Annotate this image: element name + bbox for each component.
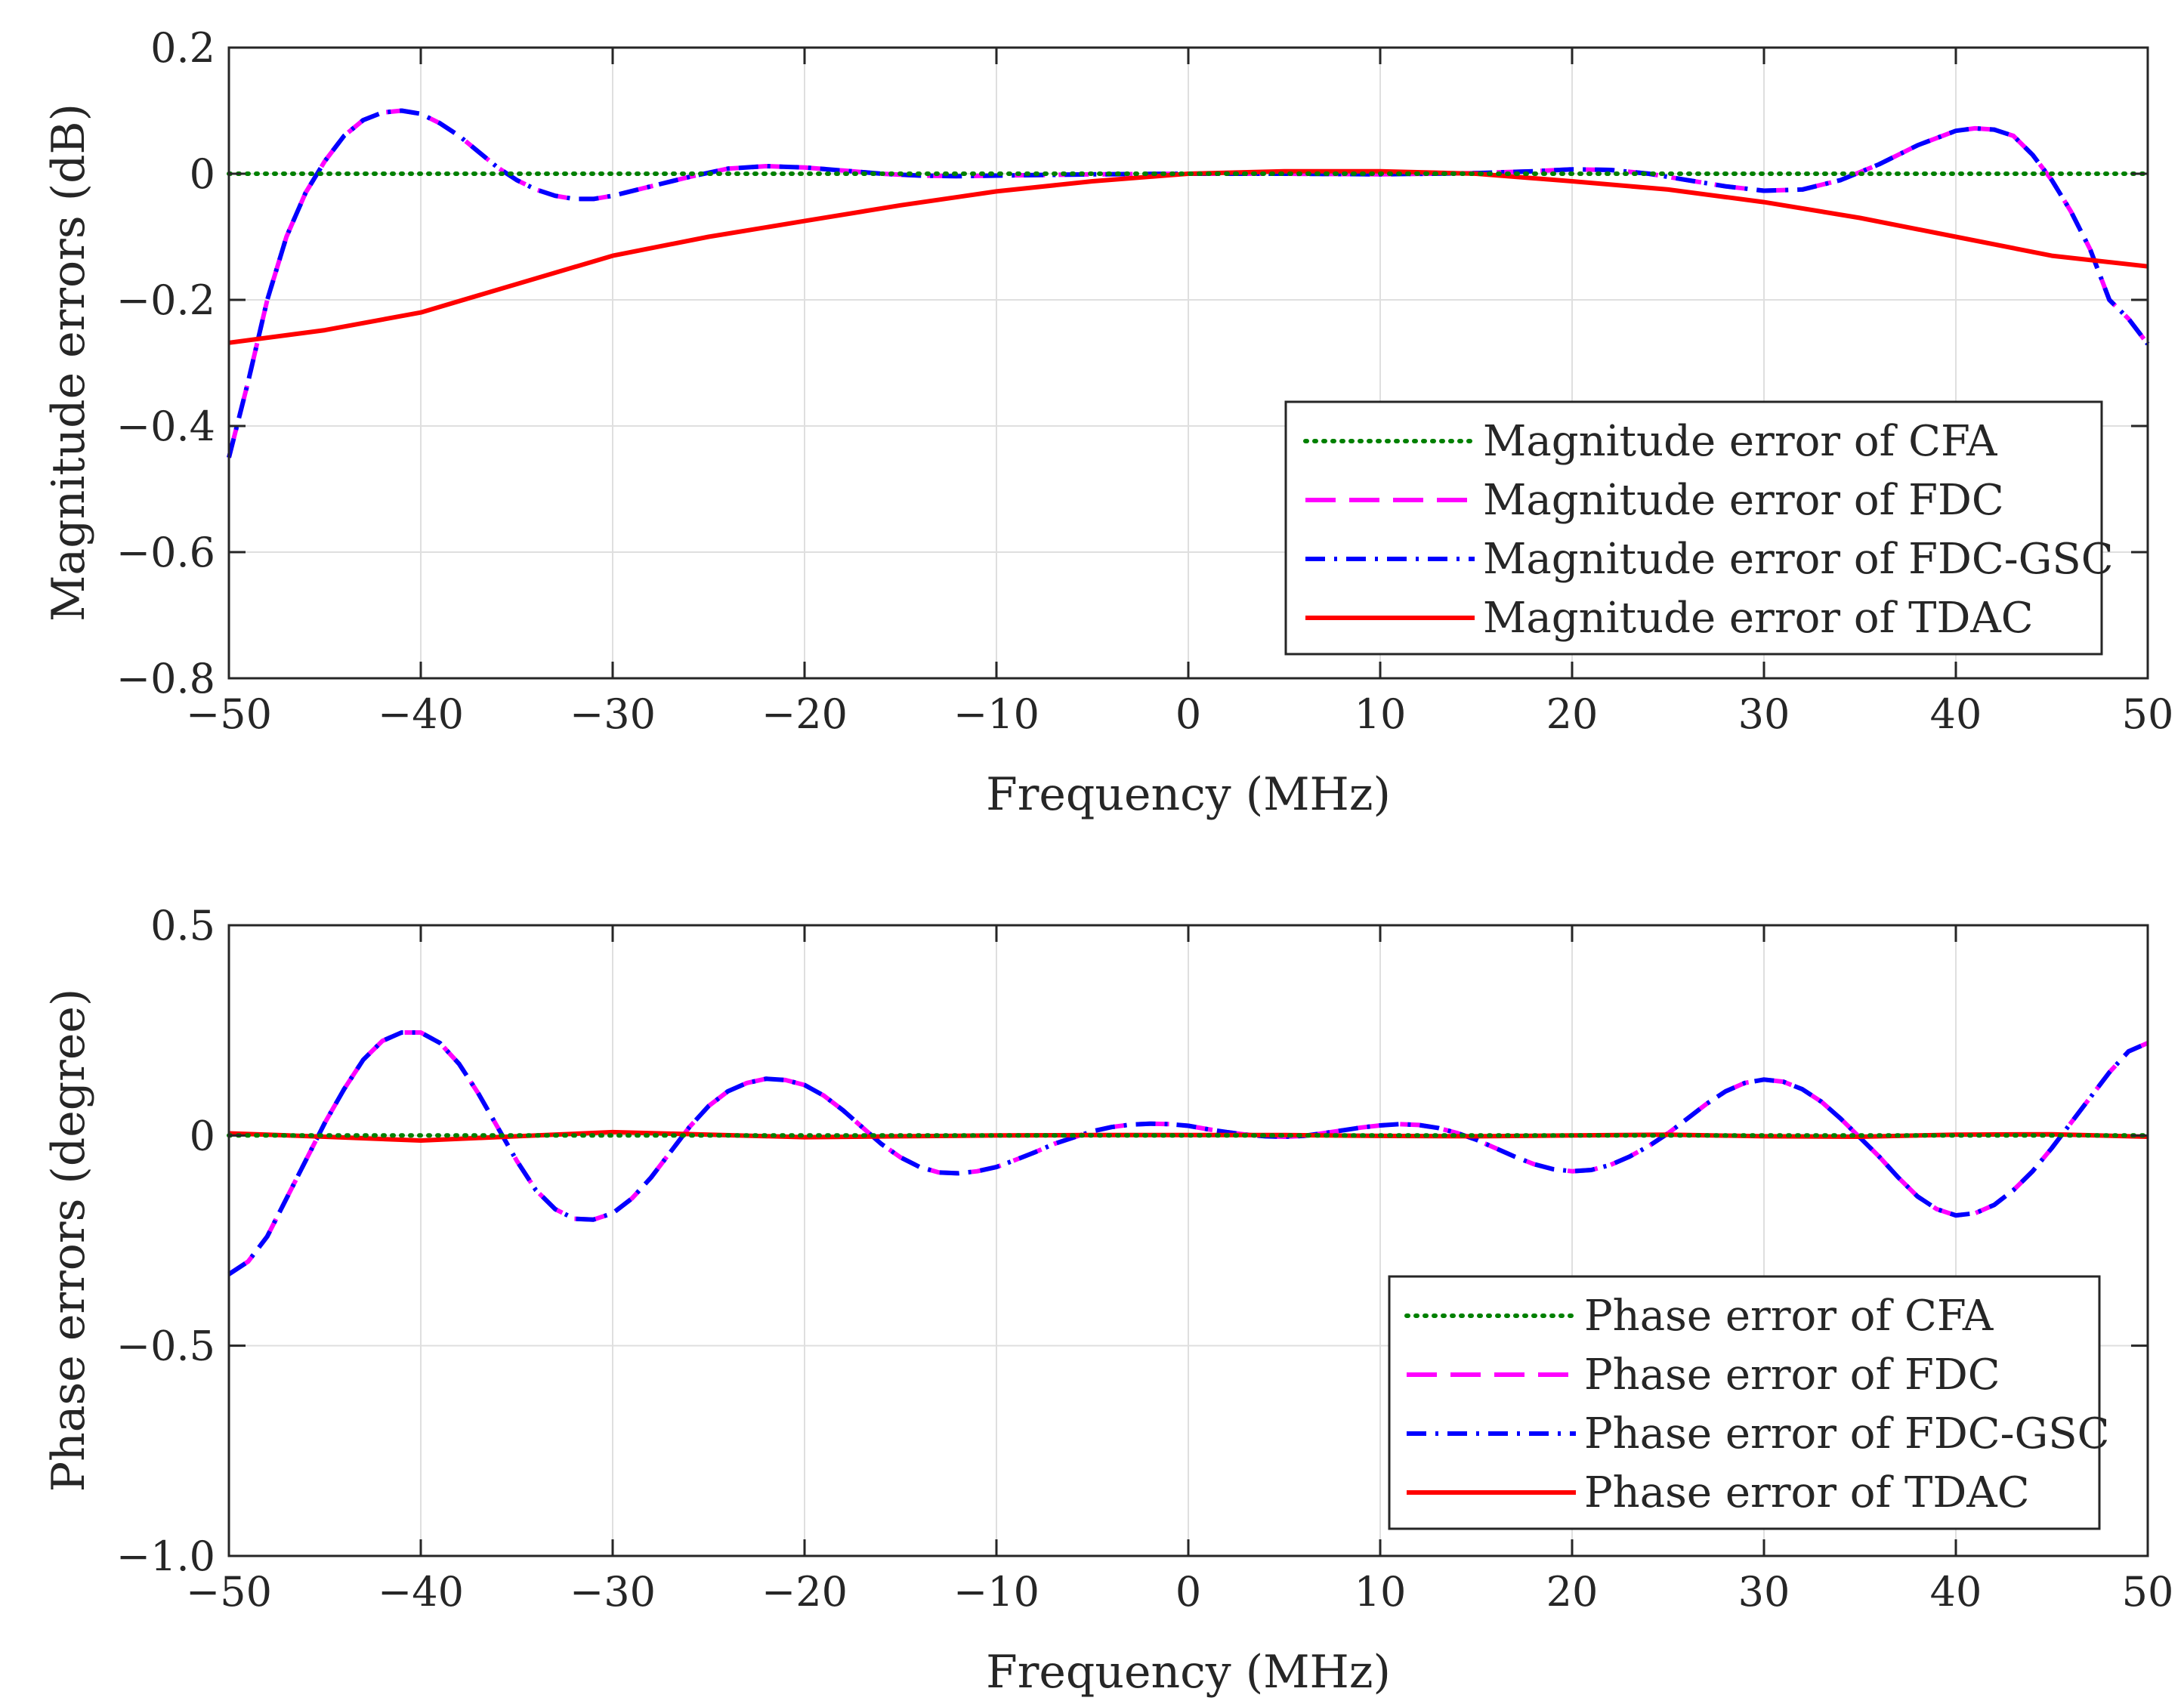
legend: Phase error of CFA Phase error of FDC Ph… (1388, 1275, 2110, 1530)
tick-marks (227, 924, 2149, 1557)
x-tick-label: 10 (1355, 690, 1407, 738)
x-axis-label: Frequency (MHz) (986, 1646, 1391, 1699)
x-tick-label: 0 (1175, 1568, 1201, 1616)
legend-label-cfa: Magnitude error of CFA (1483, 417, 1997, 466)
y-tick-label: −0.8 (116, 655, 215, 702)
legend-label-tdac: Magnitude error of TDAC (1483, 594, 2034, 643)
x-tick-label: 20 (1546, 1568, 1599, 1616)
x-axis-label: Frequency (MHz) (986, 768, 1391, 821)
y-tick-label: 0.5 (150, 902, 215, 949)
legend-box (1388, 1275, 2101, 1530)
x-tick-label: −50 (186, 1568, 272, 1616)
y-axis-label: Magnitude errors (dB) (42, 103, 95, 622)
x-tick-label: 50 (2122, 690, 2174, 738)
x-tick-label: −20 (761, 1568, 848, 1616)
x-tick-label: 50 (2122, 1568, 2174, 1616)
y-tick-labels: 0.2 0 −0.2 −0.4 −0.6 −0.8 (116, 24, 215, 702)
y-axis-label: Phase errors (degree) (42, 989, 95, 1492)
legend-label-fdc-gsc: Magnitude error of FDC-GSC (1483, 535, 2114, 584)
x-tick-label: −40 (378, 690, 464, 738)
series-lines (227, 1030, 2150, 1276)
x-tick-label: 10 (1355, 1568, 1407, 1616)
x-tick-label: −50 (186, 690, 272, 738)
y-tick-label: −0.4 (116, 403, 215, 450)
tick-marks (227, 46, 2149, 680)
y-tick-label: −1.0 (116, 1533, 215, 1580)
legend-label-fdc: Phase error of FDC (1584, 1350, 2000, 1400)
y-tick-label: −0.2 (116, 276, 215, 324)
legend-label-fdc-gsc: Phase error of FDC-GSC (1584, 1409, 2110, 1459)
legend-label-fdc: Magnitude error of FDC (1483, 476, 2004, 525)
series-line-fdc-gsc (227, 108, 2150, 458)
x-tick-label: −30 (570, 690, 656, 738)
legend-label-tdac: Phase error of TDAC (1584, 1468, 2030, 1517)
y-tick-label: 0 (190, 1112, 215, 1159)
x-tick-label: 20 (1546, 690, 1599, 738)
y-tick-label: −0.6 (116, 529, 215, 576)
x-tick-label: 40 (1930, 1568, 1982, 1616)
phase-error-chart: −50 −40 −30 −20 −10 0 10 20 30 40 50 0.50−0.5−1.0 … (42, 902, 2173, 1699)
x-tick-label: −30 (570, 1568, 656, 1616)
y-tick-labels: 0.5 0 −0.5 −1.0 (116, 902, 215, 1580)
legend-box (1284, 400, 2103, 656)
x-tick-label: 40 (1930, 690, 1982, 738)
x-tick-label: 30 (1738, 690, 1790, 738)
x-tick-label: −10 (953, 1568, 1039, 1616)
magnitude-error-chart: −50 −40 −30 −20 −10 0 10 20 30 40 50 0.2 0 −0.2 −0.4 −… (42, 24, 2173, 821)
legend: Magnitude error of CFA Magnitude error o… (1284, 400, 2114, 656)
x-tick-label: −10 (953, 690, 1039, 738)
y-tick-label: 0.2 (150, 24, 215, 72)
x-tick-label: −20 (761, 690, 848, 738)
series-lines (227, 108, 2150, 458)
x-tick-label: −40 (378, 1568, 464, 1616)
x-tick-labels: −50 −40 −30 −20 −10 0 10 20 30 40 50 (186, 690, 2173, 738)
legend-label-cfa: Phase error of CFA (1584, 1292, 1994, 1341)
series-line-fdc-gsc (227, 1030, 2149, 1276)
x-tick-label: 30 (1738, 1568, 1790, 1616)
y-tick-label: 0 (190, 150, 215, 198)
x-tick-labels: −50 −40 −30 −20 −10 0 10 20 30 40 50 (186, 1568, 2173, 1616)
y-tick-label: −0.5 (116, 1323, 215, 1370)
x-tick-label: 0 (1175, 690, 1201, 738)
